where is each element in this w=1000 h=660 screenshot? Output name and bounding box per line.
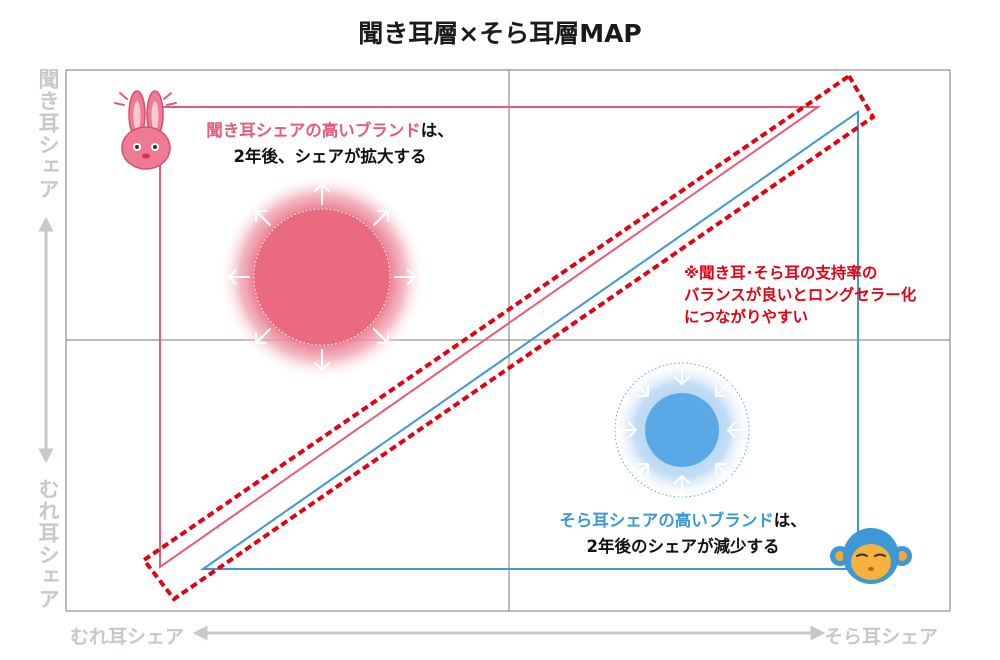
rabbit-icon [114, 90, 177, 170]
pink-caption-highlight: 聞き耳シェアの高いブランド [206, 121, 421, 140]
blue-caption-highlight: そら耳シェアの高いブランド [559, 511, 774, 530]
blue-circle [645, 393, 719, 467]
pink-trend-path [159, 106, 822, 569]
monkey-icon [830, 528, 912, 584]
x-axis-left-label: むれ耳シェア [70, 626, 185, 648]
pink-caption-particle: は、 [420, 121, 454, 140]
note-line-2: バランスが良いとロングセラー化 [684, 286, 917, 304]
pink-circle [254, 209, 390, 345]
y-axis-top-label: 聞き耳シェア [36, 68, 60, 200]
blue-caption-line2: 2年後のシェアが減少する [586, 537, 780, 556]
balance-note: ※聞き耳･そら耳の支持率の バランスが良いとロングセラー化 につながりやすい [684, 262, 916, 328]
x-axis-right-label: そら耳シェア [824, 626, 939, 648]
pink-caption: 聞き耳シェアの高いブランドは、 2年後、シェアが拡大する [185, 118, 475, 170]
blue-caption-particle: は、 [773, 511, 807, 530]
balance-band [141, 73, 876, 602]
note-line-1: ※聞き耳･そら耳の支持率の [684, 264, 878, 282]
y-axis-bottom-label: むれ耳シェア [36, 478, 60, 610]
expand-arrows [228, 183, 416, 371]
blue-trend-path [199, 110, 859, 570]
note-line-3: につながりやすい [684, 308, 809, 326]
blue-caption: そら耳シェアの高いブランドは、 2年後のシェアが減少する [538, 508, 828, 560]
pink-circle-outline [253, 208, 391, 346]
page-title: 聞き耳層×そら耳層MAP [358, 19, 642, 48]
shrink-arrows [615, 363, 749, 497]
pink-caption-line2: 2年後、シェアが拡大する [233, 147, 427, 166]
